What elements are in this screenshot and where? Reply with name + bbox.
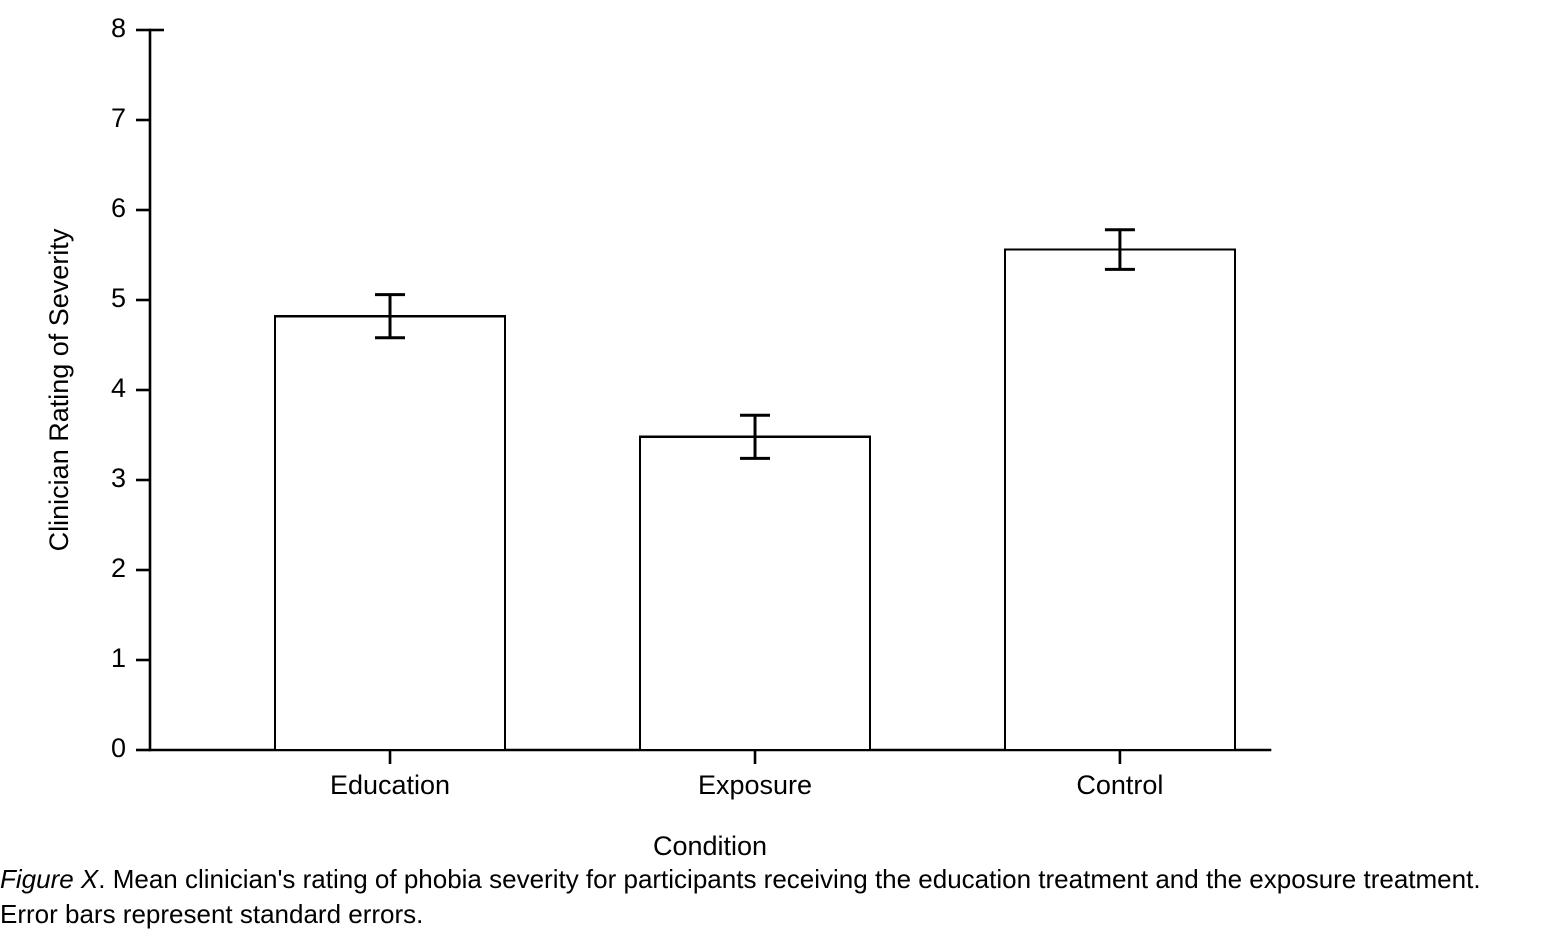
svg-text:4: 4	[111, 373, 126, 403]
svg-text:Control: Control	[1076, 770, 1163, 800]
svg-text:2: 2	[111, 553, 126, 583]
bar	[640, 437, 870, 750]
svg-text:7: 7	[111, 103, 126, 133]
figure-container: 0 1 2 3 4 5 6 7 8 Clinician Rating of Severity Edu…	[0, 0, 1548, 950]
svg-text:3: 3	[111, 463, 126, 493]
figure-caption-text: . Mean clinician's rating of phobia seve…	[0, 864, 1481, 929]
figure-label: Figure X	[0, 864, 98, 894]
bar-chart: 0 1 2 3 4 5 6 7 8 Clinician Rating of Severity Edu…	[0, 0, 1548, 860]
bar	[275, 316, 505, 750]
svg-text:5: 5	[111, 283, 126, 313]
svg-text:Exposure: Exposure	[698, 770, 812, 800]
svg-text:Clinician Rating of Severity: Clinician Rating of Severity	[44, 228, 74, 551]
svg-text:Education: Education	[330, 770, 450, 800]
svg-text:8: 8	[111, 13, 126, 43]
svg-text:Condition: Condition	[653, 831, 767, 860]
svg-text:1: 1	[111, 643, 126, 673]
svg-text:0: 0	[111, 733, 126, 763]
bar	[1005, 250, 1235, 750]
figure-caption: Figure X. Mean clinician's rating of pho…	[0, 862, 1518, 932]
svg-text:6: 6	[111, 193, 126, 223]
